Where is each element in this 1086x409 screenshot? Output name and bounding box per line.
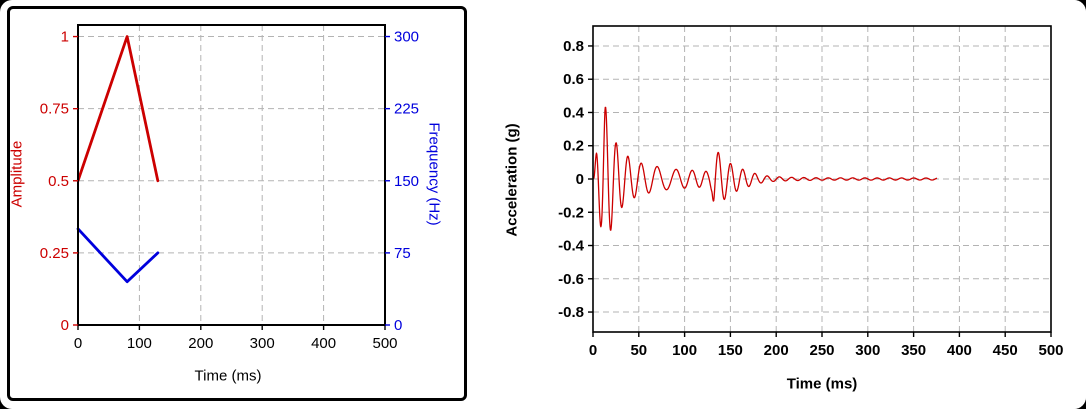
svg-text:0.75: 0.75 — [40, 101, 69, 118]
svg-text:0: 0 — [394, 317, 402, 334]
left-chart-x-axis-title: Time (ms) — [194, 367, 262, 385]
acceleration-waveform-chart: 0 50 100 150 200 250 300 350 400 450 500 -0.8 -0.6 -0… — [558, 25, 1064, 359]
svg-text:500: 500 — [372, 335, 397, 352]
svg-text:0: 0 — [61, 317, 69, 334]
svg-text:-0.6: -0.6 — [558, 271, 584, 288]
svg-text:75: 75 — [394, 245, 411, 262]
svg-text:0.8: 0.8 — [563, 38, 584, 55]
svg-text:0.6: 0.6 — [563, 71, 584, 88]
acceleration-axis-title: Acceleration (g) — [503, 123, 521, 237]
svg-text:1: 1 — [61, 29, 69, 46]
svg-text:300: 300 — [250, 335, 275, 352]
svg-text:0: 0 — [589, 342, 597, 359]
svg-text:50: 50 — [630, 342, 647, 359]
svg-text:450: 450 — [993, 342, 1018, 359]
svg-text:300: 300 — [855, 342, 880, 359]
right-chart-x-axis-title: Time (ms) — [786, 375, 858, 393]
svg-text:400: 400 — [947, 342, 972, 359]
acceleration-chart-panel: 0 50 100 150 200 250 300 350 400 450 500 -0.8 -0.6 -0… — [488, 0, 1086, 409]
svg-text:-0.2: -0.2 — [558, 204, 584, 221]
svg-text:100: 100 — [127, 335, 152, 352]
frequency-axis-title: Frequency (Hz) — [425, 122, 443, 226]
svg-text:400: 400 — [311, 335, 336, 352]
svg-text:0.5: 0.5 — [48, 173, 69, 190]
dual-axis-profile-chart: 0 100 200 300 400 50000.250.50.75107515022530… — [40, 24, 419, 352]
svg-text:0: 0 — [74, 335, 82, 352]
svg-text:200: 200 — [188, 335, 213, 352]
amplitude-axis-title: Amplitude — [8, 140, 26, 208]
svg-text:250: 250 — [809, 342, 834, 359]
svg-text:0.2: 0.2 — [563, 138, 584, 155]
svg-text:350: 350 — [901, 342, 926, 359]
svg-text:225: 225 — [394, 101, 419, 118]
svg-text:150: 150 — [718, 342, 743, 359]
svg-text:-0.8: -0.8 — [558, 304, 584, 321]
svg-text:0.4: 0.4 — [563, 104, 585, 121]
svg-text:500: 500 — [1038, 342, 1063, 359]
svg-text:0.25: 0.25 — [40, 245, 69, 262]
svg-text:150: 150 — [394, 173, 419, 190]
svg-text:100: 100 — [672, 342, 697, 359]
svg-text:200: 200 — [764, 342, 789, 359]
svg-text:0: 0 — [576, 171, 584, 188]
input-profile-chart-panel: 0 100 200 300 400 500 0 0.25 0.5 0.75 1 0 75 150 225 30… — [7, 6, 467, 401]
svg-text:300: 300 — [394, 29, 419, 46]
svg-text:-0.4: -0.4 — [558, 238, 585, 255]
